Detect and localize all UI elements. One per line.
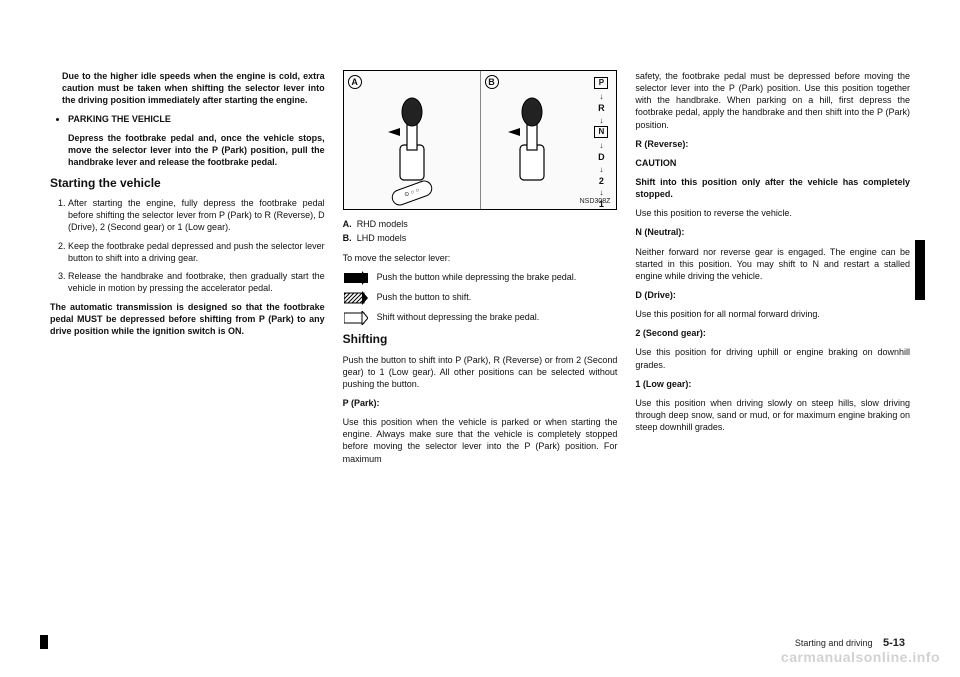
page-footer: Starting and driving 5-13 (795, 637, 905, 649)
design-note: The automatic transmission is designed s… (50, 301, 325, 337)
page-mark (40, 635, 48, 649)
g2-body: Use this position for driving uphill or … (635, 346, 910, 370)
legend-b: B. LHD models (343, 232, 618, 244)
arrow-icon: ↓ (599, 92, 603, 101)
p-park-cont: safety, the footbrake pedal must be depr… (635, 70, 910, 131)
gear-p: P (594, 77, 608, 89)
icon2-text: Push the button to shift. (377, 291, 618, 303)
d-heading: D (Drive): (635, 289, 910, 301)
legend-a: A. RHD models (343, 218, 618, 230)
shifter-icon (382, 90, 442, 190)
diagram-legend: A. RHD models B. LHD models (343, 218, 618, 244)
icon3-text: Shift without depressing the brake pedal… (377, 311, 618, 323)
g2-heading: 2 (Second gear): (635, 327, 910, 339)
r-heading: R (Reverse): (635, 138, 910, 150)
shift-button-icon (343, 291, 369, 305)
icon-row-1: Push the button while depressing the bra… (343, 271, 618, 285)
shift-free-icon (343, 311, 369, 325)
gear-n: N (594, 126, 608, 138)
legend-b-text: LHD models (357, 233, 407, 243)
manual-page: Due to the higher idle speeds when the e… (0, 0, 960, 502)
panel-label-a: A (348, 75, 362, 89)
r-body2: Use this position to reverse the vehicle… (635, 207, 910, 219)
g1-heading: 1 (Low gear): (635, 378, 910, 390)
parking-bullet: PARKING THE VEHICLE Depress the footbrak… (68, 113, 325, 168)
footer-page: 5-13 (883, 637, 905, 649)
gear-d: D (598, 152, 605, 162)
panel-label-b: B (485, 75, 499, 89)
d-body: Use this position for all normal forward… (635, 308, 910, 320)
watermark: carmanualsonline.info (781, 649, 940, 665)
step-1: After starting the engine, fully depress… (68, 197, 325, 233)
shifter-diagram: A ⊙ ○ ○ B P ↓ (343, 70, 618, 210)
arrow-icon: ↓ (599, 116, 603, 125)
icon-row-2: Push the button to shift. (343, 291, 618, 305)
start-steps: After starting the engine, fully depress… (50, 197, 325, 294)
column-2: A ⊙ ○ ○ B P ↓ (343, 70, 618, 472)
starting-heading: Starting the vehicle (50, 175, 325, 191)
g1-body: Use this position when driving slowly on… (635, 397, 910, 433)
step-3: Release the handbrake and footbrake, the… (68, 270, 325, 294)
shifter-icon-b (502, 90, 562, 190)
move-intro: To move the selector lever: (343, 252, 618, 264)
intro-text: Due to the higher idle speeds when the e… (62, 70, 325, 106)
n-heading: N (Neutral): (635, 226, 910, 238)
gear-r: R (598, 103, 605, 113)
icon1-text: Push the button while depressing the bra… (377, 271, 618, 283)
shift-body: Push the button to shift into P (Park), … (343, 354, 618, 390)
diagram-panel-a: A ⊙ ○ ○ (344, 71, 481, 209)
column-3: safety, the footbrake pedal must be depr… (635, 70, 910, 472)
caution-label: CAUTION (635, 157, 910, 169)
p-park-heading: P (Park): (343, 397, 618, 409)
arrow-icon: ↓ (599, 141, 603, 150)
column-1: Due to the higher idle speeds when the e… (50, 70, 325, 472)
gear-indicator: P ↓ R ↓ N ↓ D ↓ 2 ↓ 1 (594, 77, 608, 211)
legend-a-text: RHD models (357, 219, 408, 229)
r-body1: Shift into this position only after the … (635, 176, 910, 200)
step-2: Keep the footbrake pedal depressed and p… (68, 240, 325, 264)
arrow-icon: ↓ (599, 165, 603, 174)
gear-2: 2 (599, 176, 604, 186)
section-tab (915, 240, 925, 300)
footer-section: Starting and driving (795, 638, 873, 648)
shift-brake-icon (343, 271, 369, 285)
diagram-panel-b: B P ↓ R ↓ N ↓ D ↓ 2 ↓ (481, 71, 617, 209)
n-body: Neither forward nor reverse gear is enga… (635, 246, 910, 282)
parking-body: Depress the footbrake pedal and, once th… (68, 132, 325, 168)
parking-title: PARKING THE VEHICLE (68, 114, 171, 124)
icon-row-3: Shift without depressing the brake pedal… (343, 311, 618, 325)
p-park-body: Use this position when the vehicle is pa… (343, 416, 618, 465)
diagram-code: NSD308Z (580, 197, 611, 206)
shifting-heading: Shifting (343, 331, 618, 347)
